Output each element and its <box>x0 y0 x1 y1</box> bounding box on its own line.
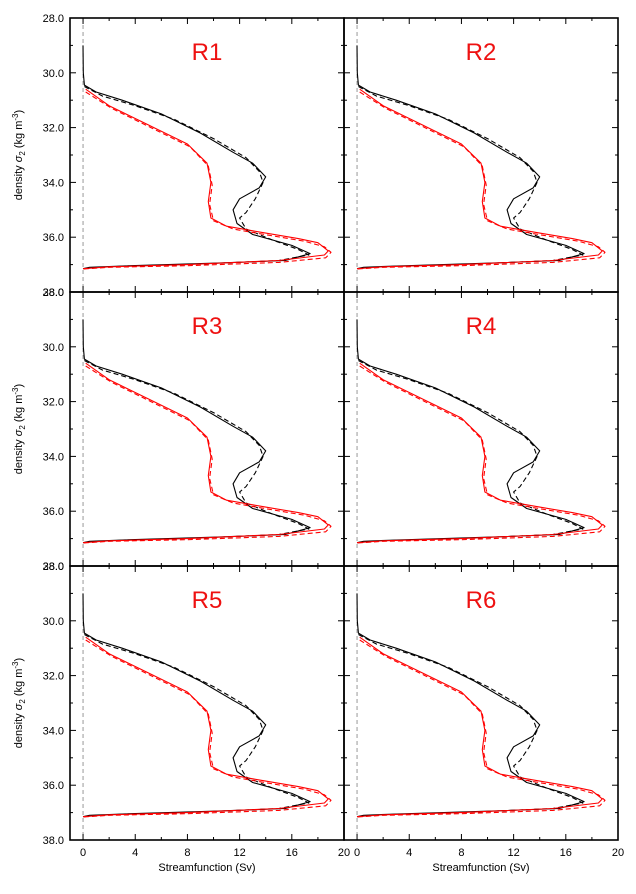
y-axis-label-part: density <box>13 162 25 200</box>
series-line-red-solid <box>82 88 329 270</box>
panel-r4: R4 <box>343 291 619 567</box>
x-tick-label: 0 <box>80 847 86 859</box>
x-tick-label: 0 <box>354 847 360 859</box>
series-line-red-dashed <box>82 639 332 818</box>
y-axis-label-part: 2 <box>18 699 27 704</box>
x-axis-label: Streamfunction (Sv) <box>432 862 529 874</box>
series-line-red-dashed <box>82 365 332 544</box>
x-tick-label: 4 <box>132 847 138 859</box>
y-tick-label: 28.0 <box>43 287 64 299</box>
y-axis-label-part: -3 <box>11 661 20 669</box>
y-axis-label-part: (kg m <box>13 669 25 700</box>
y-tick-label: 38.0 <box>43 287 64 299</box>
series-line-red-dashed <box>356 91 606 270</box>
series-line-black-dashed <box>82 360 310 544</box>
y-tick-label: 32.0 <box>43 671 64 683</box>
y-axis-label-part: density <box>13 436 25 474</box>
series-line-red-solid <box>356 362 603 544</box>
panel-label: R1 <box>192 39 223 66</box>
series-line-black-dashed <box>82 86 310 270</box>
y-axis-label-part: 2 <box>18 151 27 156</box>
y-axis-label-part: ) <box>13 110 25 114</box>
panel-r5: R5 28.0 30.0 32.0 34.0 36.0 38.0 density σ2 (kg… <box>11 561 350 874</box>
y-tick-label: 36.0 <box>43 232 64 244</box>
panel-r6: R6 0 4 8 12 16 20 Streamfunction (Sv) <box>343 565 624 874</box>
y-axis-label: density σ2 (kg m-3) <box>11 658 27 748</box>
y-axis-label-part: σ <box>13 703 25 710</box>
y-axis-label-part: density <box>13 710 25 748</box>
y-axis-label-part: ) <box>13 384 25 388</box>
y-axis-label-part: (kg m <box>13 121 25 152</box>
x-axis-label: Streamfunction (Sv) <box>158 862 255 874</box>
series-line-black-dashed <box>356 634 584 818</box>
y-tick-label: 34.0 <box>43 725 64 737</box>
panel-r3: R3 28.0 30.0 32.0 34.0 36.0 38.0 density σ2 (kg… <box>11 287 345 573</box>
series-line-red-dashed <box>82 91 332 270</box>
y-axis-label-part: σ <box>13 429 25 436</box>
y-axis-label-part: (kg m <box>13 395 25 426</box>
y-tick-label: 28.0 <box>43 13 64 25</box>
series-line-red-solid <box>356 88 603 270</box>
x-tick-label: 4 <box>406 847 412 859</box>
y-tick-label: 30.0 <box>43 68 64 80</box>
y-axis-label-part: σ <box>13 155 25 162</box>
y-tick-label: 34.0 <box>43 451 64 463</box>
series-line-red-solid <box>82 636 329 818</box>
x-tick-label: 16 <box>560 847 572 859</box>
y-tick-label: 36.0 <box>43 780 64 792</box>
x-tick-label: 16 <box>286 847 298 859</box>
x-tick-label: 8 <box>458 847 464 859</box>
series-line-black-dashed <box>82 634 310 818</box>
y-tick-label: 36.0 <box>43 506 64 518</box>
series-line-red-solid <box>82 362 329 544</box>
panel-label: R4 <box>466 313 497 340</box>
y-tick-label: 28.0 <box>43 561 64 573</box>
panel-label: R6 <box>466 587 497 614</box>
series-line-red-dashed <box>356 365 606 544</box>
x-tick-label: 12 <box>507 847 519 859</box>
series-line-red-solid <box>356 636 603 818</box>
panel-label: R5 <box>192 587 223 614</box>
y-axis-label: density σ2 (kg m-3) <box>11 384 27 474</box>
x-tick-label: 12 <box>233 847 245 859</box>
panel-label: R3 <box>192 313 223 340</box>
y-tick-label: 30.0 <box>43 616 64 628</box>
y-axis-label-part: ) <box>13 658 25 662</box>
panel-label: R2 <box>466 39 497 66</box>
y-axis-label-part: -3 <box>11 113 20 121</box>
series-line-black-dashed <box>356 360 584 544</box>
y-tick-label: 32.0 <box>43 123 64 135</box>
panel-r2: R2 <box>343 17 619 293</box>
x-tick-label: 20 <box>338 847 350 859</box>
y-tick-label: 30.0 <box>43 342 64 354</box>
y-tick-label: 38.0 <box>43 835 64 847</box>
y-tick-label: 34.0 <box>43 177 64 189</box>
x-tick-label: 20 <box>612 847 624 859</box>
y-tick-label: 38.0 <box>43 561 64 573</box>
series-line-red-dashed <box>356 639 606 818</box>
x-tick-label: 8 <box>184 847 190 859</box>
y-axis-label: density σ2 (kg m-3) <box>11 110 27 200</box>
y-tick-label: 32.0 <box>43 397 64 409</box>
y-axis-label-part: 2 <box>18 425 27 430</box>
y-axis-label-part: -3 <box>11 387 20 395</box>
panel-r1: R1 28.0 30.0 32.0 34.0 36.0 38.0 density σ2 (kg… <box>11 13 345 299</box>
series-line-black-dashed <box>356 86 584 270</box>
